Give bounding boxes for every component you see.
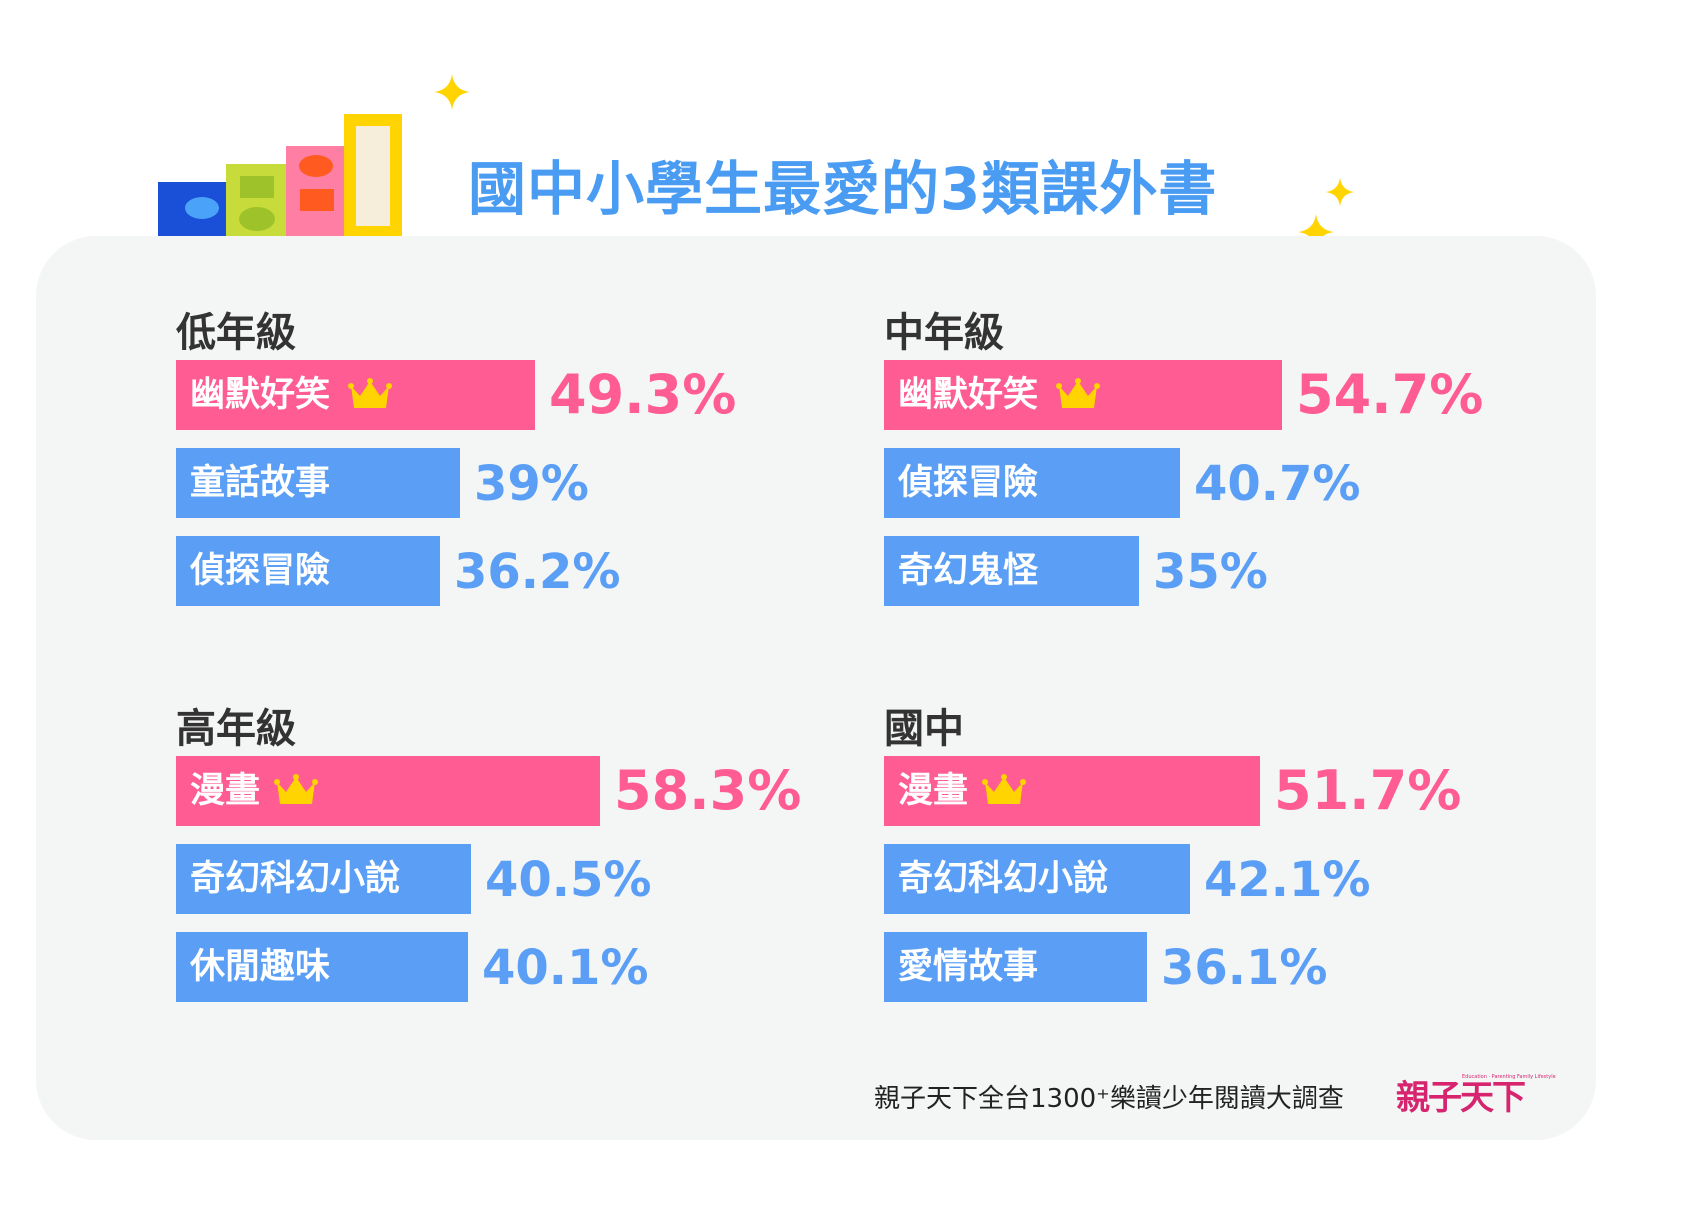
data-label: 54.7% [1296, 363, 1484, 426]
crown-icon [274, 774, 318, 812]
bar: 奇幻科幻小說 [176, 844, 471, 914]
crown-icon [982, 774, 1026, 812]
crown-icon [1056, 378, 1100, 416]
bar: 奇幻鬼怪 [884, 536, 1139, 606]
bar-label: 休閒趣味 [190, 947, 331, 987]
bar-label: 偵探冒險 [190, 551, 331, 591]
data-label: 40.1% [482, 940, 649, 996]
chart-1: 低年級幽默好笑 49.3% 童話故事 39% 偵探冒險 36.2% [176, 300, 816, 620]
data-label: 35% [1153, 544, 1268, 600]
chart-3: 高年級漫畫 58.3% 奇幻科幻小說 40.5% 休閒趣味 40.1% [176, 696, 816, 1016]
crown-icon [348, 378, 392, 416]
bar-label: 童話故事 [190, 463, 331, 503]
bar: 偵探冒險 [176, 536, 440, 606]
chart-title: 高年級 [176, 706, 296, 752]
books-illustration [158, 114, 402, 238]
chart-2: 中年級幽默好笑 54.7% 偵探冒險 40.7% 奇幻鬼怪 35% [884, 300, 1524, 620]
bar-label: 偵探冒險 [898, 463, 1039, 503]
bar: 奇幻科幻小說 [884, 844, 1190, 914]
source-note: 親子天下全台1300⁺樂讀少年閱讀大調查 [874, 1084, 1344, 1114]
bar-label: 幽默好笑 [190, 375, 331, 415]
bar-label: 奇幻科幻小說 [898, 859, 1109, 899]
data-label: 39% [474, 456, 589, 512]
bar: 幽默好笑 [884, 360, 1282, 430]
bar: 休閒趣味 [176, 932, 468, 1002]
chart-title: 低年級 [176, 310, 296, 356]
bar: 童話故事 [176, 448, 460, 518]
bar: 愛情故事 [884, 932, 1147, 1002]
bar: 幽默好笑 [176, 360, 535, 430]
page-title: 國中小學生最愛的3類課外書 [468, 155, 1218, 223]
bar-label: 愛情故事 [898, 947, 1039, 987]
data-label: 51.7% [1274, 759, 1462, 822]
brand-logo-tagline: Education · Parenting Family Lifestyle [1462, 1074, 1556, 1080]
bar: 偵探冒險 [884, 448, 1180, 518]
data-label: 58.3% [614, 759, 802, 822]
brand-logo: 親子天下 [1396, 1078, 1526, 1118]
data-label: 36.1% [1161, 940, 1328, 996]
bar-label: 漫畫 [190, 771, 261, 811]
chart-4: 國中漫畫 51.7% 奇幻科幻小說 42.1% 愛情故事 36.1% [884, 696, 1524, 1016]
sparkle-icon [1325, 177, 1355, 207]
sparkle-icon [434, 74, 470, 110]
chart-title: 國中 [884, 706, 964, 752]
bar: 漫畫 [884, 756, 1260, 826]
bar-label: 奇幻鬼怪 [898, 551, 1039, 591]
bar-label: 奇幻科幻小說 [190, 859, 401, 899]
bar-label: 幽默好笑 [898, 375, 1039, 415]
bar-label: 漫畫 [898, 771, 969, 811]
sparkle-icon [1298, 214, 1334, 250]
data-label: 49.3% [549, 363, 737, 426]
data-label: 36.2% [454, 544, 621, 600]
bar: 漫畫 [176, 756, 600, 826]
data-label: 40.7% [1194, 456, 1361, 512]
data-label: 42.1% [1204, 852, 1371, 908]
chart-title: 中年級 [884, 310, 1004, 356]
data-label: 40.5% [485, 852, 652, 908]
